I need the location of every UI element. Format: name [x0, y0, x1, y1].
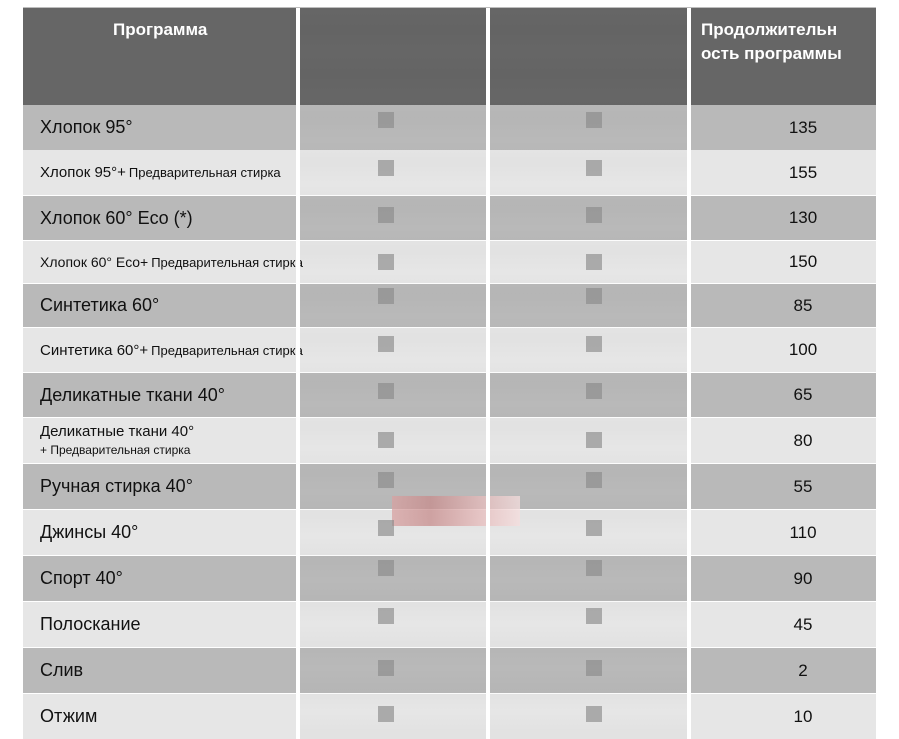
blurred-cell: [378, 660, 394, 676]
table-row: Синтетика 60° 85: [23, 284, 876, 327]
program-duration-value: 100: [788, 340, 818, 359]
table-row: Спорт 40° 90: [23, 556, 876, 601]
table-row: Хлопок 95° 135: [23, 105, 876, 150]
program-name-suffix: Предварительная стирка: [151, 342, 303, 358]
program-name: Синтетика 60°: [40, 284, 159, 327]
blurred-cell: [378, 160, 394, 176]
table-header: [23, 8, 876, 105]
program-duration-value: 80: [793, 430, 813, 450]
program-name: Джинсы 40°: [40, 510, 138, 555]
program-duration-value: 10: [793, 706, 813, 726]
column-separator: [486, 8, 490, 739]
program-name-main: Хлопок 60° Eco+: [40, 254, 149, 270]
table-row: Синтетика 60°+ Предварительная стирка 100: [23, 328, 876, 372]
blurred-cell: [586, 660, 602, 676]
blurred-cell: [586, 472, 602, 488]
program-name-main: Слив: [40, 660, 84, 680]
column-separator: [687, 8, 691, 739]
header-duration: Продолжительн ость программы: [701, 20, 842, 63]
program-name-main: Отжим: [40, 706, 98, 726]
blurred-cell: [586, 432, 602, 448]
program-name-main: Хлопок 60° Eco (*): [40, 207, 193, 228]
blurred-cell: [586, 383, 602, 399]
program-name: Слив: [40, 648, 83, 693]
blurred-cell: [378, 288, 394, 304]
program-duration-value: 130: [788, 208, 818, 227]
program-name: Синтетика 60°+ Предварительная стирка: [40, 328, 303, 372]
table-row: Полоскание 45: [23, 602, 876, 647]
blurred-cell: [378, 432, 394, 448]
program-name-main: Хлопок 95°: [40, 117, 133, 137]
table-row: Хлопок 60° Eco (*) 130: [23, 196, 876, 240]
blurred-cell: [586, 254, 602, 270]
blurred-cell: [586, 336, 602, 352]
program-name-main: Полоскание: [40, 614, 141, 634]
blurred-cell: [586, 160, 602, 176]
table-row: Деликатные ткани 40° 65: [23, 373, 876, 417]
program-name-suffix: + Предварительная стирка: [40, 442, 191, 457]
program-duration-value: 2: [798, 660, 808, 680]
blurred-cell: [378, 254, 394, 270]
blurred-cell: [586, 560, 602, 576]
program-name: Деликатные ткани 40°: [40, 373, 225, 417]
program-name: Хлопок 95°+ Предварительная стирка: [40, 150, 281, 195]
program-name: Спорт 40°: [40, 556, 123, 601]
program-duration-value: 110: [789, 522, 817, 542]
program-name: Полоскание: [40, 602, 141, 647]
blurred-cell: [378, 207, 394, 223]
program-name-main: Деликатные ткани 40°: [40, 384, 225, 405]
blurred-cell: [586, 608, 602, 624]
table-row: Хлопок 95°+ Предварительная стирка 155: [23, 150, 876, 195]
table-row: Деликатные ткани 40° + Предварительная ст…: [23, 418, 876, 463]
program-name: Деликатные ткани 40° + Предварительная ст…: [40, 418, 194, 463]
blurred-cell: [378, 336, 394, 352]
program-duration-value: 135: [788, 117, 818, 137]
program-name: Хлопок 95°: [40, 105, 133, 150]
blurred-cell: [378, 112, 394, 128]
table-row: Слив 2: [23, 648, 876, 693]
table-row: Отжим 10: [23, 694, 876, 739]
program-duration-value: 65: [793, 385, 813, 404]
program-name-main: Джинсы 40°: [40, 522, 139, 542]
blurred-cell: [586, 520, 602, 536]
program-name: Хлопок 60° Eco (*): [40, 196, 193, 240]
blurred-cell: [586, 706, 602, 722]
blurred-cell: [378, 706, 394, 722]
blurred-cell: [378, 608, 394, 624]
program-duration-value: 45: [793, 614, 813, 634]
blurred-cell: [586, 207, 602, 223]
program-name: Ручная стирка 40°: [40, 464, 193, 509]
program-name-suffix: Предварительная стирка: [151, 254, 303, 270]
program-name-main: Синтетика 60°+: [40, 341, 149, 359]
program-name-main: Деликатные ткани 40°: [40, 422, 195, 440]
blurred-cell: [586, 288, 602, 304]
blurred-marker: [392, 496, 520, 526]
blurred-cell: [378, 520, 394, 536]
column-separator: [296, 8, 300, 739]
program-name-main: Ручная стирка 40°: [40, 476, 193, 496]
table-row: Хлопок 60° Eco+ Предварительная стирка 150: [23, 241, 876, 283]
program-name: Хлопок 60° Eco+ Предварительная стирка: [40, 241, 303, 283]
program-duration-value: 55: [793, 476, 813, 496]
program-name-main: Хлопок 95°+: [40, 164, 126, 181]
blurred-cell: [586, 112, 602, 128]
header-program: Программа: [113, 20, 208, 39]
program-duration-value: 155: [788, 162, 818, 182]
blurred-cell: [378, 383, 394, 399]
blurred-cell: [378, 560, 394, 576]
program-duration-value: 85: [793, 295, 813, 315]
program-name-main: Спорт 40°: [40, 568, 123, 588]
program-name: Отжим: [40, 694, 97, 739]
program-duration-value: 150: [788, 252, 818, 271]
blurred-cell: [378, 472, 394, 488]
program-name-suffix: Предварительная стирка: [128, 165, 281, 180]
program-duration-value: 90: [793, 568, 813, 588]
program-name-main: Синтетика 60°: [40, 295, 160, 315]
